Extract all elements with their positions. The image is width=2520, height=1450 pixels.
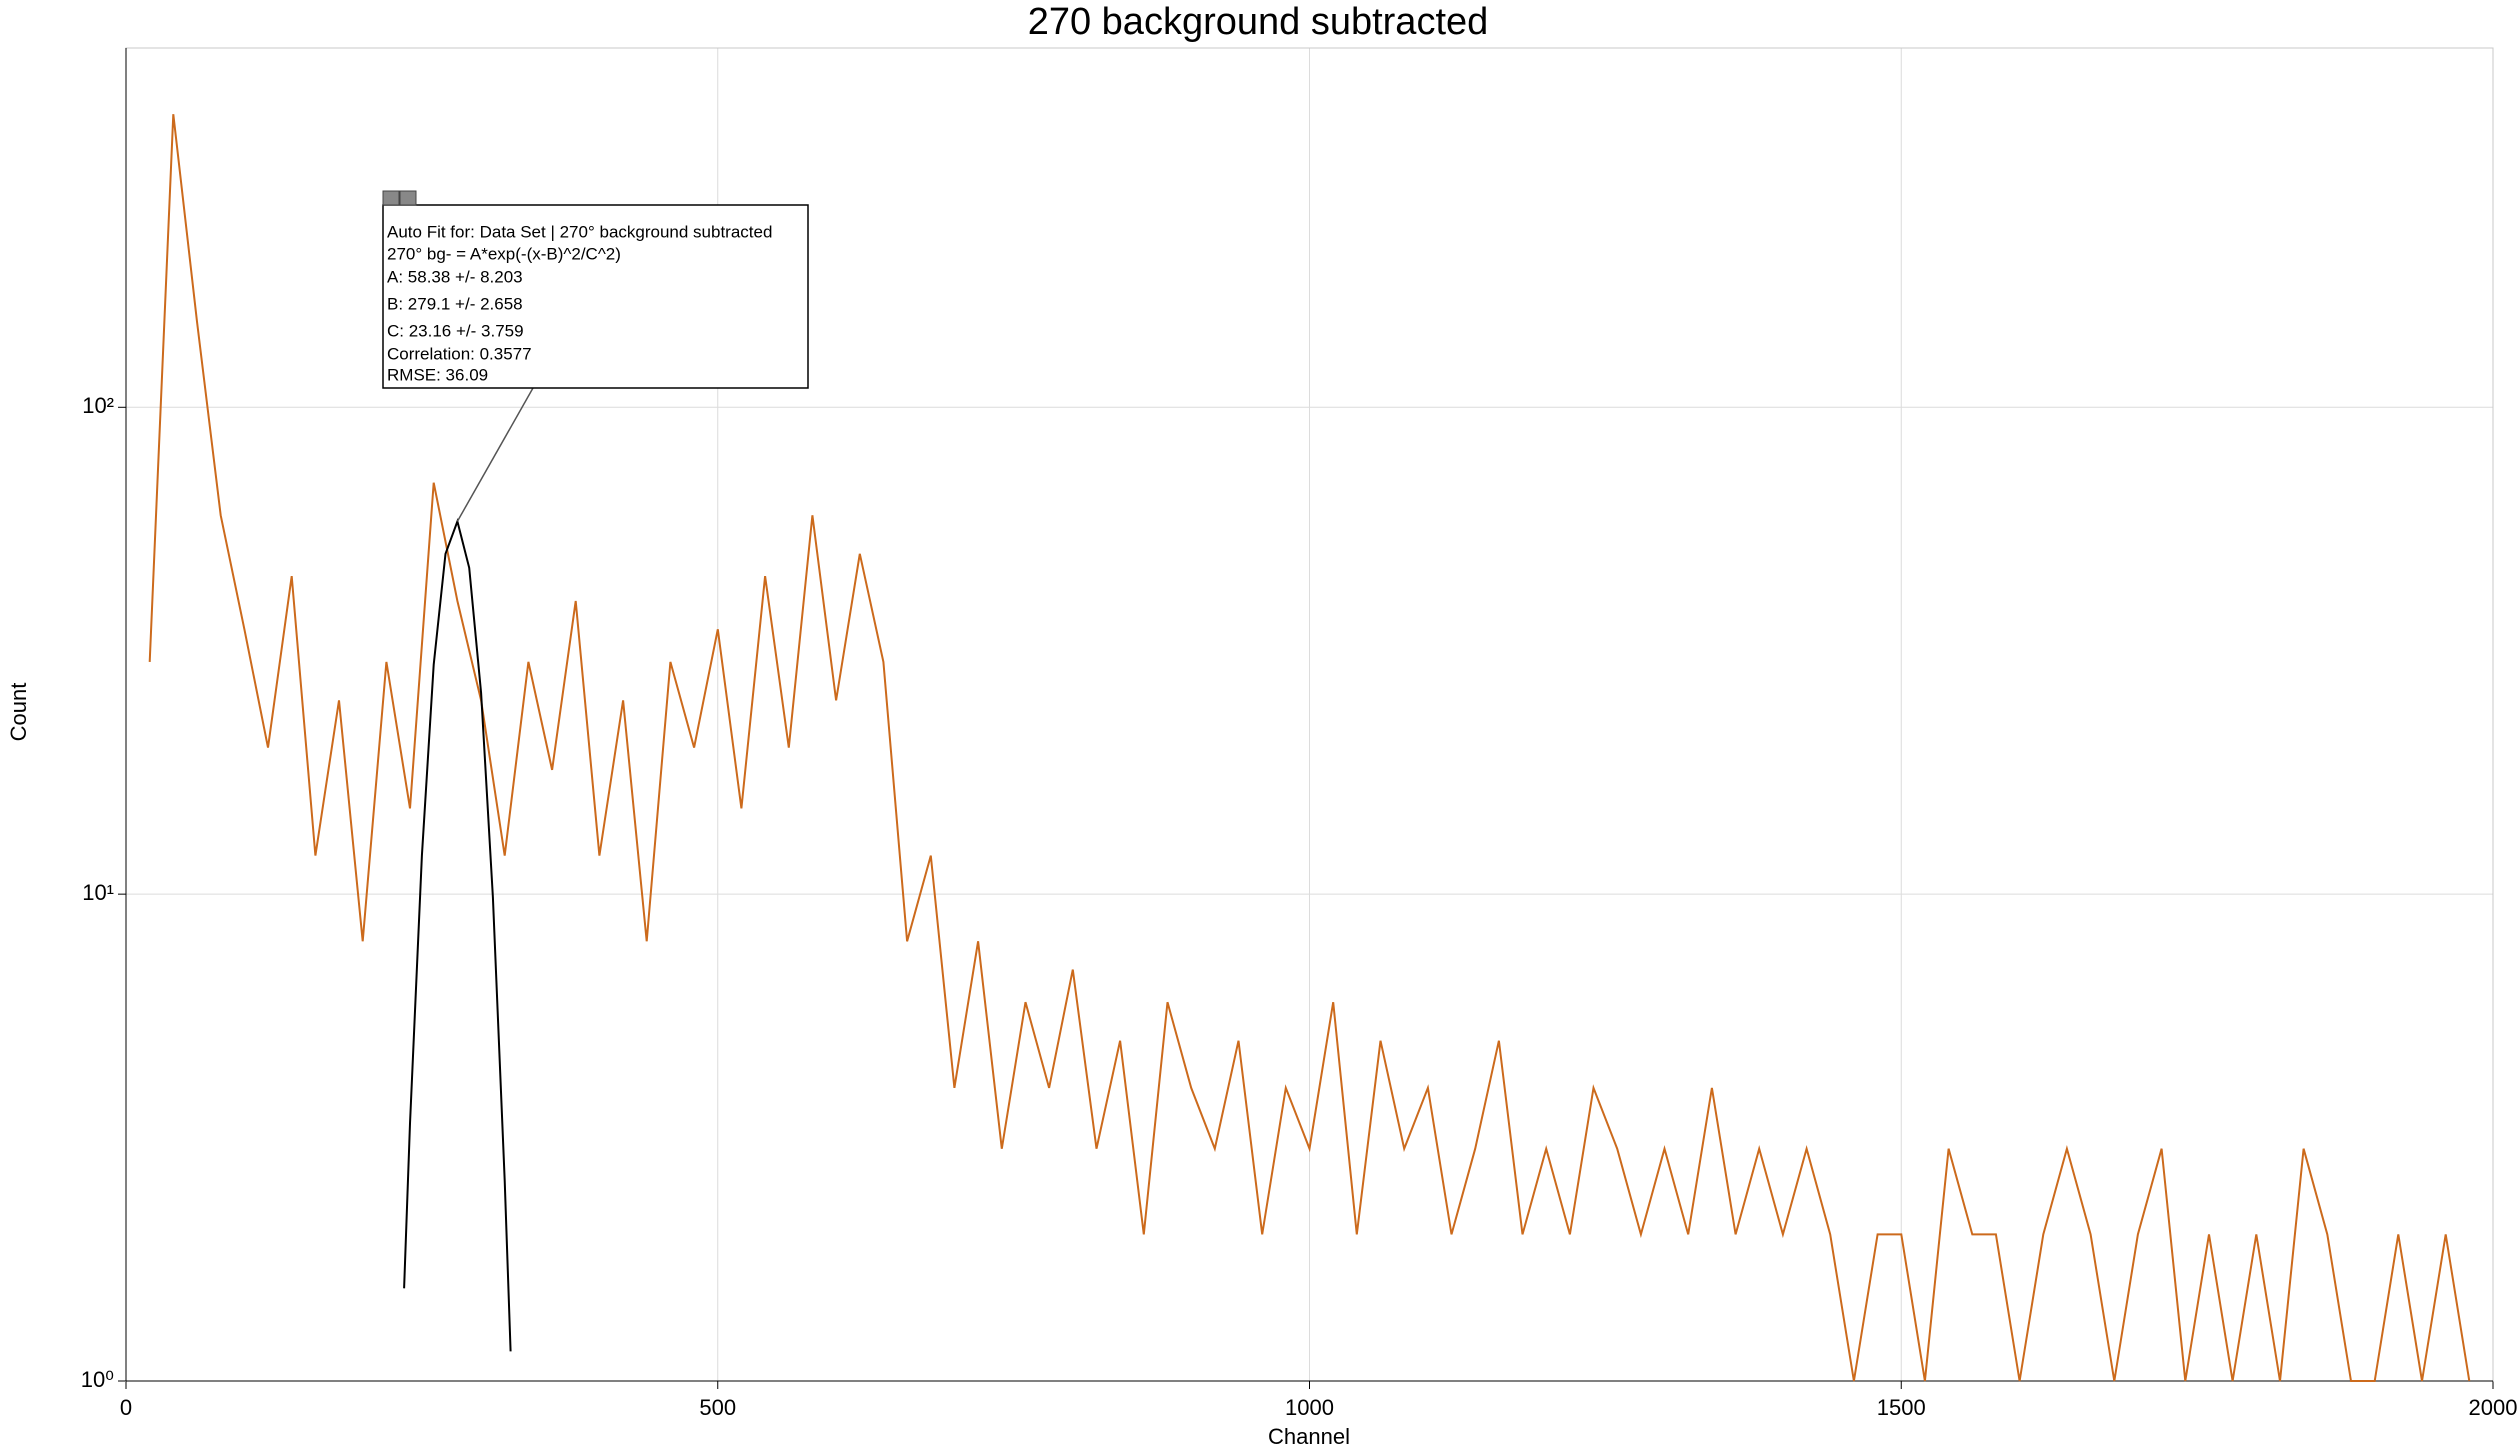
minimize-button	[399, 190, 417, 206]
annotation-line: A: 58.38 +/- 8.203	[387, 267, 523, 286]
x-tick-label: 500	[699, 1395, 736, 1420]
y-axis-label: Count	[6, 683, 31, 742]
annotation-line: 270° bg- = A*exp(-(x-B)^2/C^2)	[387, 244, 621, 263]
annotation-leader	[456, 387, 534, 522]
annotation-line: RMSE: 36.09	[387, 365, 488, 384]
annotation-line: Correlation: 0.3577	[387, 344, 532, 363]
x-tick-label: 1500	[1877, 1395, 1926, 1420]
y-tick-label: 10²	[82, 393, 114, 418]
x-tick-label: 0	[120, 1395, 132, 1420]
x-tick-label: 2000	[2469, 1395, 2518, 1420]
chart-title: 270 background subtracted	[1028, 1, 1489, 43]
annotation-line: Auto Fit for: Data Set | 270° background…	[387, 222, 772, 241]
y-tick-label: 10⁰	[81, 1367, 114, 1392]
annotation-line: C: 23.16 +/- 3.759	[387, 321, 524, 340]
x-tick-label: 1000	[1285, 1395, 1334, 1420]
annotation-box	[382, 204, 809, 389]
close-button	[382, 190, 400, 206]
annotation-line: B: 279.1 +/- 2.658	[387, 294, 523, 313]
y-tick-label: 10¹	[82, 880, 114, 905]
fit-curve	[403, 518, 512, 1352]
data-line	[148, 114, 2471, 1382]
x-axis-label: Channel	[1268, 1424, 1350, 1449]
